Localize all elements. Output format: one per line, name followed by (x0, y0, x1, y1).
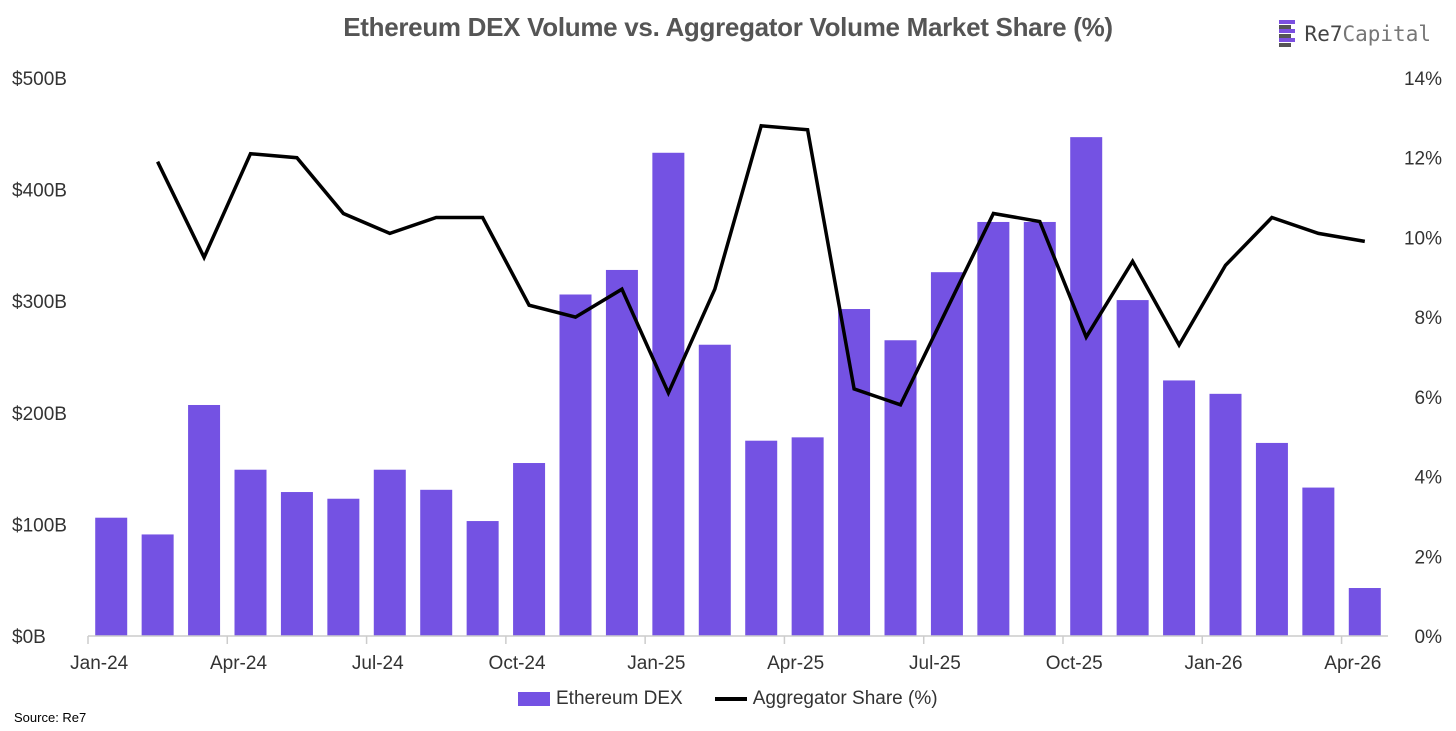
bar-dec-24 (605, 269, 638, 636)
y-right-tick-label: 10% (1404, 228, 1442, 249)
y-right-tick-label: 2% (1415, 547, 1443, 568)
x-tick-label: Apr-25 (767, 653, 824, 674)
legend-swatch-bar (518, 692, 550, 706)
x-tick-label: Jan-24 (70, 653, 129, 674)
bar-apr-25 (791, 437, 824, 636)
bar-dec-25 (1163, 380, 1196, 636)
legend-label-dex: Ethereum DEX (556, 688, 683, 709)
logo-mark-stripe (1278, 20, 1295, 24)
y-left-tick-label: $300B (12, 292, 67, 313)
x-tick-label: Jul-24 (352, 653, 404, 674)
bar-jan-26 (1209, 393, 1242, 636)
y-axis-right: 0% 2% 4% 6% 8% 10% 12% 14% (1404, 69, 1442, 648)
y-left-tick-label: $400B (12, 181, 67, 202)
chart-title: Ethereum DEX Volume vs. Aggregator Volum… (343, 12, 1113, 42)
aggregator-share-line (156, 123, 1366, 407)
x-tick-label: Oct-25 (1046, 653, 1103, 674)
y-right-tick-label: 6% (1415, 388, 1443, 409)
bar-feb-24 (141, 534, 174, 636)
bar-jun-24 (327, 498, 360, 636)
bar-mar-24 (188, 404, 221, 636)
logo-mark-stripe (1278, 43, 1291, 47)
x-tick-label: Apr-26 (1324, 653, 1381, 674)
legend-swatch-line (714, 697, 747, 701)
bar-sep-24 (466, 521, 499, 636)
legend-label-share: Aggregator Share (%) (752, 688, 938, 709)
bar-feb-25 (698, 344, 731, 636)
logo-mark-stripe (1278, 38, 1295, 43)
bar-apr-26 (1348, 588, 1381, 636)
source-note: Source: Re7 (14, 710, 87, 725)
logo-mark-stripe (1278, 29, 1295, 34)
y-axis-left: $0B $100B $200B $300B $400B $500B (12, 69, 67, 648)
y-left-tick-label: $200B (12, 404, 67, 425)
bar-jan-24 (95, 517, 128, 636)
bar-aug-25 (977, 221, 1010, 637)
logo-brand: Re7 (1304, 22, 1343, 46)
bar-oct-25 (1070, 137, 1103, 636)
re7-capital-logo: Re7Capital (1278, 20, 1431, 48)
x-tick-label: Jul-25 (909, 653, 961, 674)
logo-suffix: Capital (1342, 22, 1431, 46)
re7-logo-icon (1278, 20, 1297, 48)
x-tick-label: Apr-24 (210, 653, 267, 674)
y-right-tick-label: 0% (1415, 627, 1443, 648)
bar-aug-24 (420, 489, 453, 636)
logo-mark-stripe (1278, 24, 1291, 29)
bar-feb-26 (1255, 442, 1288, 636)
x-tick-label: Oct-24 (489, 653, 546, 674)
bar-may-25 (838, 309, 871, 636)
bar-jul-24 (373, 469, 406, 636)
bar-sep-25 (1023, 221, 1056, 637)
bar-nov-24 (559, 294, 592, 636)
bar-jun-25 (884, 340, 917, 636)
bar-may-24 (280, 492, 313, 636)
x-tick-label: Jan-26 (1184, 653, 1242, 674)
x-tick-label: Jan-25 (627, 653, 685, 674)
y-left-tick-label: $0B (12, 627, 46, 648)
y-left-tick-label: $100B (12, 515, 67, 536)
chart-legend: Ethereum DEX Aggregator Share (%) (518, 688, 938, 710)
y-right-tick-label: 4% (1415, 468, 1443, 489)
y-right-tick-label: 12% (1404, 149, 1442, 170)
x-axis-ticks: Jan-24 Apr-24 Jul-24 Oct-24 Jan-25 Apr-25 Jul-… (70, 636, 1381, 674)
bar-jul-25 (930, 272, 963, 636)
bar-mar-25 (745, 440, 778, 636)
y-right-tick-label: 14% (1404, 69, 1442, 90)
bar-oct-24 (513, 463, 546, 636)
y-left-tick-label: $500B (12, 69, 67, 90)
logo-text: Re7Capital (1305, 22, 1431, 46)
bar-apr-24 (234, 469, 267, 636)
y-right-tick-label: 8% (1415, 308, 1443, 329)
logo-mark-stripe (1278, 33, 1291, 38)
bar-nov-25 (1116, 300, 1149, 636)
bar-series (95, 137, 1381, 637)
bar-mar-26 (1302, 487, 1335, 636)
